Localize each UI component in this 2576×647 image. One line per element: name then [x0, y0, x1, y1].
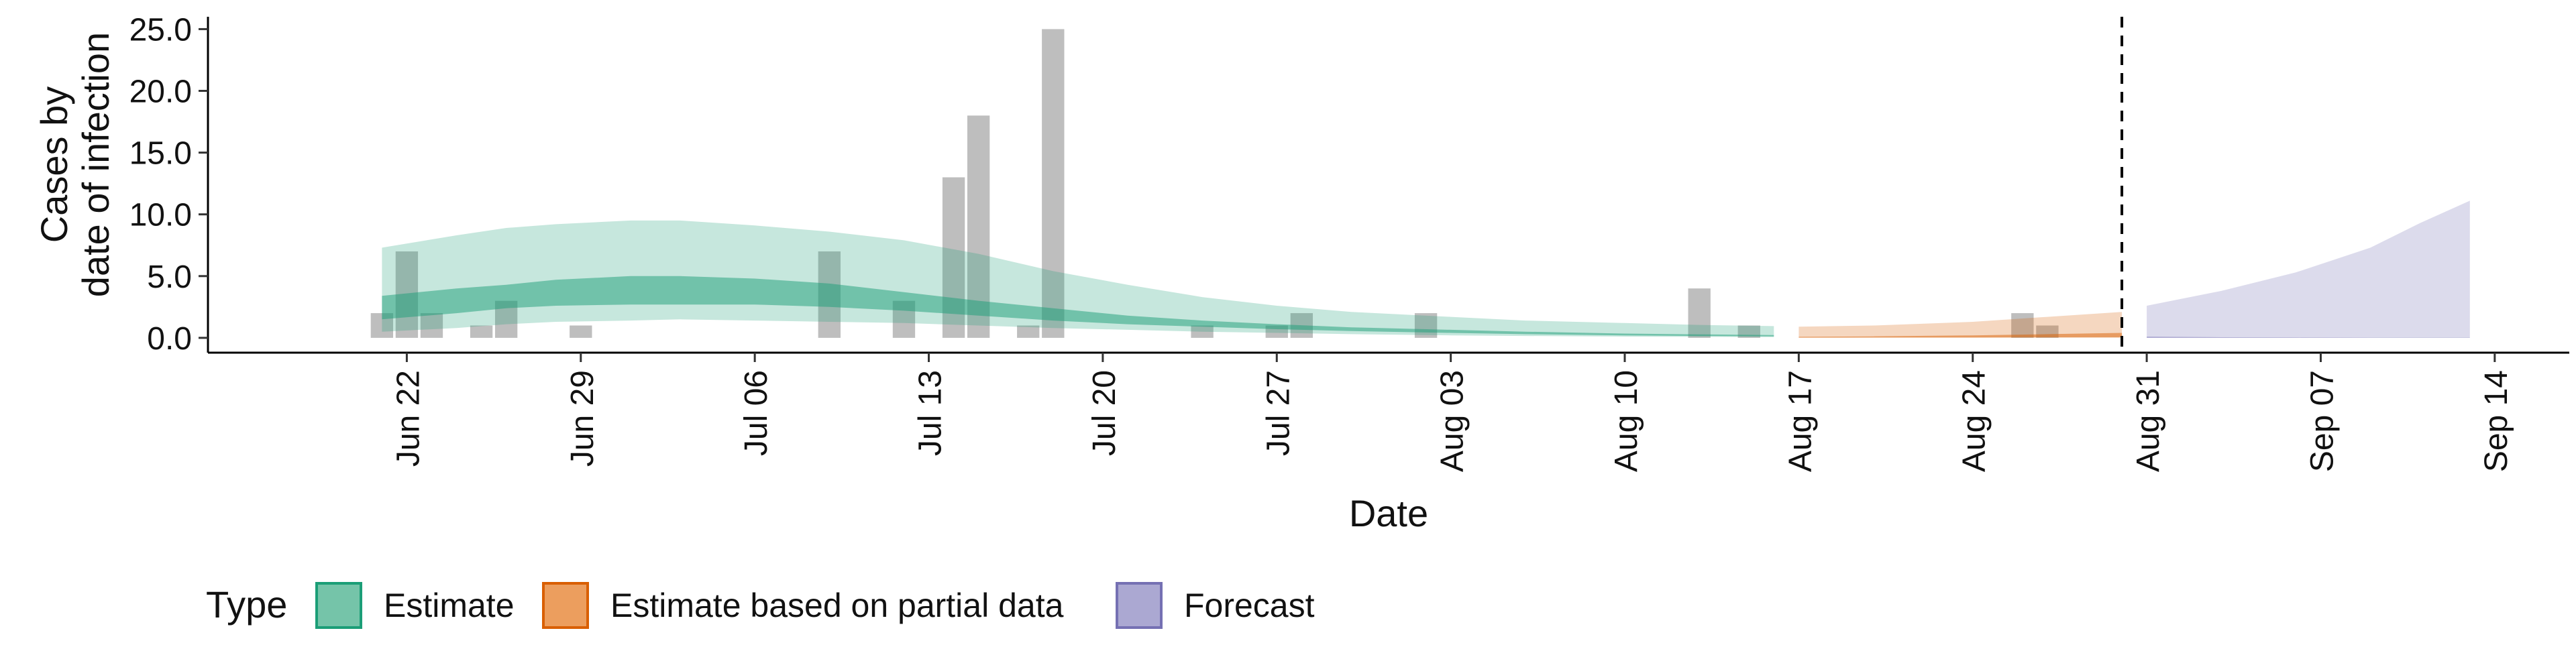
estimate-outer-band	[382, 220, 1774, 337]
case-bar	[420, 313, 443, 338]
x-tick-label: Aug 31	[2131, 370, 2166, 472]
axes: 0.0 5.0 10.0 15.0 20.0 25.0 Jun 22 Jun 29 Jul 06…	[33, 12, 2569, 534]
x-tick-label: Jul 20	[1087, 370, 1122, 456]
y-tick-label: 0.0	[147, 321, 192, 357]
x-tick-label: Aug 10	[1609, 370, 1644, 472]
forecast-outer-band	[2147, 200, 2470, 338]
case-bar	[1017, 325, 1040, 338]
case-bar	[470, 325, 493, 338]
legend-swatch	[542, 582, 589, 629]
y-tick-label: 25.0	[129, 12, 192, 48]
y-axis-title-line: date of infection	[74, 32, 117, 297]
legend-title: Type	[206, 583, 287, 626]
x-tick-label: Jul 06	[739, 370, 774, 456]
y-tick-label: 15.0	[129, 136, 192, 172]
x-tick-label: Sep 14	[2479, 370, 2514, 472]
x-axis-title: Date	[1349, 492, 1428, 534]
x-tick-label: Aug 24	[1957, 370, 1992, 472]
x-tick-label: Jul 13	[913, 370, 949, 456]
estimate-bands	[382, 200, 2470, 338]
y-tick-label: 10.0	[129, 198, 192, 233]
x-tick-label: Aug 17	[1782, 370, 1818, 472]
legend-label: Estimate based on partial data	[610, 587, 1064, 624]
x-tick-label: Jul 27	[1260, 370, 1296, 456]
x-tick-label: Sep 07	[2304, 370, 2340, 472]
case-bar	[570, 325, 592, 338]
legend-label: Forecast	[1184, 587, 1315, 624]
case-bar	[1688, 288, 1711, 338]
legend-label: Estimate	[384, 587, 515, 624]
estimate-based-on-partial-data-outer-band	[1799, 312, 2123, 338]
case-bar	[2011, 313, 2034, 338]
legend-swatch	[315, 582, 362, 629]
estimate-inner-band	[382, 276, 1774, 337]
x-tick-label: Jun 22	[390, 370, 426, 467]
legend-swatch	[1116, 582, 1163, 629]
case-bar	[1737, 325, 1760, 338]
case-bar	[1042, 29, 1065, 338]
estimate-based-on-partial-data-inner-band	[1799, 333, 2123, 338]
x-tick-label: Jun 29	[565, 370, 600, 467]
forecast-inner-band	[2147, 337, 2470, 338]
y-tick-label: 20.0	[129, 74, 192, 110]
case-bar	[1414, 313, 1438, 338]
y-axis-title-line: Cases by	[33, 86, 75, 243]
y-axis-title: Cases bydate of infection	[33, 32, 117, 297]
x-tick-label: Aug 03	[1435, 370, 1470, 472]
case-bar	[1191, 325, 1214, 338]
y-tick-label: 5.0	[147, 259, 192, 295]
legend: Type Estimate Estimate based on partial da…	[206, 582, 1315, 629]
